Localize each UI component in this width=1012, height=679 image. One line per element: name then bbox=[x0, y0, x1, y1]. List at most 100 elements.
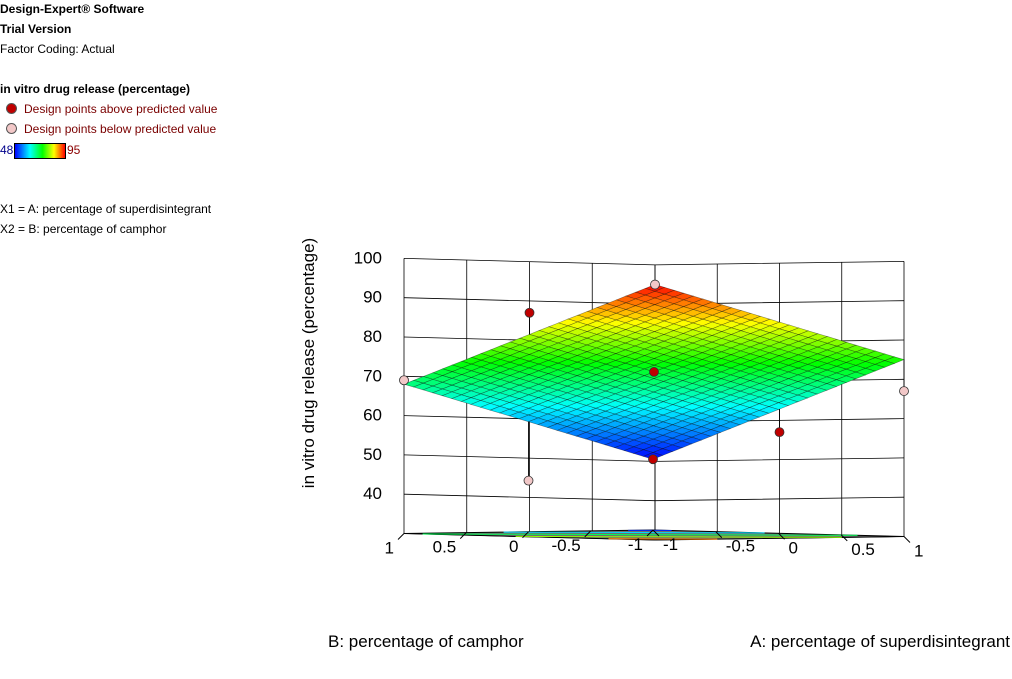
surface-cell bbox=[556, 419, 578, 427]
surface-cell bbox=[556, 379, 578, 387]
surface-cell bbox=[595, 357, 617, 365]
surface-cell bbox=[499, 341, 521, 350]
software-title: Design-Expert® Software bbox=[0, 2, 145, 16]
surface-cell bbox=[585, 428, 607, 436]
surface-cell bbox=[710, 391, 732, 400]
surface-cell bbox=[662, 390, 684, 399]
z-tick-label: 80 bbox=[363, 327, 382, 346]
surface-cell bbox=[460, 397, 482, 405]
z-tick-label: 70 bbox=[363, 366, 382, 385]
surface-cell bbox=[691, 406, 713, 414]
surface-cell bbox=[585, 367, 607, 376]
z-tick-label: 60 bbox=[363, 406, 382, 425]
z-tick-label: 40 bbox=[363, 484, 382, 503]
surface-cell bbox=[691, 379, 713, 387]
version-label: Trial Version bbox=[0, 22, 72, 36]
surface-cell bbox=[556, 426, 578, 434]
surface-cell bbox=[441, 391, 463, 399]
surface-cell bbox=[546, 423, 568, 431]
surface-cell bbox=[720, 347, 742, 356]
design-point bbox=[649, 367, 659, 377]
floor-contour-line bbox=[503, 531, 765, 534]
surface-cell bbox=[692, 298, 714, 307]
surface-cell bbox=[624, 345, 646, 354]
b-tick-label: 1 bbox=[385, 539, 394, 558]
surface-cell bbox=[835, 362, 857, 370]
surface-cell bbox=[710, 425, 732, 433]
a-tick-label: -1 bbox=[663, 535, 678, 554]
b-axis-tick bbox=[522, 531, 529, 539]
floor-contour-line bbox=[422, 533, 858, 536]
surface-cell bbox=[671, 393, 694, 402]
a-tick-label: 0.5 bbox=[851, 540, 875, 559]
response-title: in vitro drug release (percentage) bbox=[0, 82, 191, 96]
surface-cell bbox=[642, 411, 665, 420]
range-min: 48 bbox=[0, 143, 14, 157]
range-max: 95 bbox=[67, 143, 81, 157]
z-axis-title: in vitro drug release (percentage) bbox=[299, 238, 318, 488]
surface-cell bbox=[632, 449, 655, 457]
surface-cell bbox=[537, 420, 559, 428]
surface-cell bbox=[422, 385, 444, 394]
surface-cell bbox=[403, 379, 425, 388]
a-axis-tick bbox=[715, 531, 723, 538]
surface-cell bbox=[835, 341, 858, 350]
design-point bbox=[650, 279, 660, 290]
surface-cell bbox=[546, 403, 569, 411]
x2-definition: X2 = B: percentage of camphor bbox=[0, 222, 167, 236]
surface-cell bbox=[623, 392, 646, 401]
surface-cell bbox=[566, 415, 588, 424]
surface-cell bbox=[431, 388, 453, 397]
surface-cell bbox=[758, 372, 780, 381]
surface-cell bbox=[576, 344, 598, 353]
design-point bbox=[399, 375, 409, 386]
b-tick-label: -1 bbox=[628, 535, 643, 554]
wall-gridline bbox=[403, 258, 905, 266]
a-axis-tick bbox=[652, 529, 660, 537]
legend-above: Design points above predicted value bbox=[24, 102, 218, 116]
surface-cell bbox=[729, 384, 751, 392]
surface-cell bbox=[470, 400, 492, 408]
surface-cell bbox=[691, 359, 713, 367]
surface-cell bbox=[749, 336, 771, 344]
surface-cell bbox=[528, 363, 550, 372]
surface-cell bbox=[777, 385, 799, 393]
surface-cell bbox=[672, 346, 694, 355]
surface-cell bbox=[643, 358, 665, 366]
surface-cell bbox=[613, 443, 635, 451]
design-point bbox=[774, 427, 785, 438]
design-point bbox=[648, 454, 658, 465]
b-axis-tick bbox=[646, 529, 654, 537]
a-axis-tick bbox=[903, 536, 911, 543]
surface-cell bbox=[644, 297, 666, 306]
surface-mesh bbox=[403, 284, 905, 460]
wall-gridline bbox=[403, 493, 905, 502]
legend-panel: Design-Expert® Software Trial Version Fa… bbox=[0, 0, 300, 260]
a-tick-label: 0 bbox=[789, 538, 798, 557]
surface-cell bbox=[508, 411, 530, 420]
b-axis-tick bbox=[459, 532, 467, 539]
surface-cell bbox=[652, 441, 674, 450]
surface-cell bbox=[450, 394, 473, 402]
surface-cell bbox=[604, 420, 626, 428]
surface-cell bbox=[663, 310, 685, 318]
surface-cell bbox=[594, 404, 617, 412]
design-point bbox=[899, 386, 909, 396]
surface-cell bbox=[662, 417, 684, 426]
surface-cell bbox=[739, 413, 761, 422]
surface-cell bbox=[489, 405, 511, 414]
a-axis-tick bbox=[778, 532, 785, 540]
surface-cell bbox=[623, 399, 645, 407]
z-tick-label: 100 bbox=[354, 248, 382, 267]
below-point-icon bbox=[6, 123, 17, 134]
z-tick-label: 90 bbox=[363, 288, 382, 307]
b-tick-label: 0 bbox=[509, 537, 518, 556]
points-over bbox=[399, 279, 660, 465]
surface-cell bbox=[575, 431, 597, 440]
surface-cell bbox=[778, 324, 800, 333]
surface-cell bbox=[517, 414, 540, 423]
surface-cell bbox=[441, 371, 463, 379]
surface-cell bbox=[768, 395, 790, 404]
